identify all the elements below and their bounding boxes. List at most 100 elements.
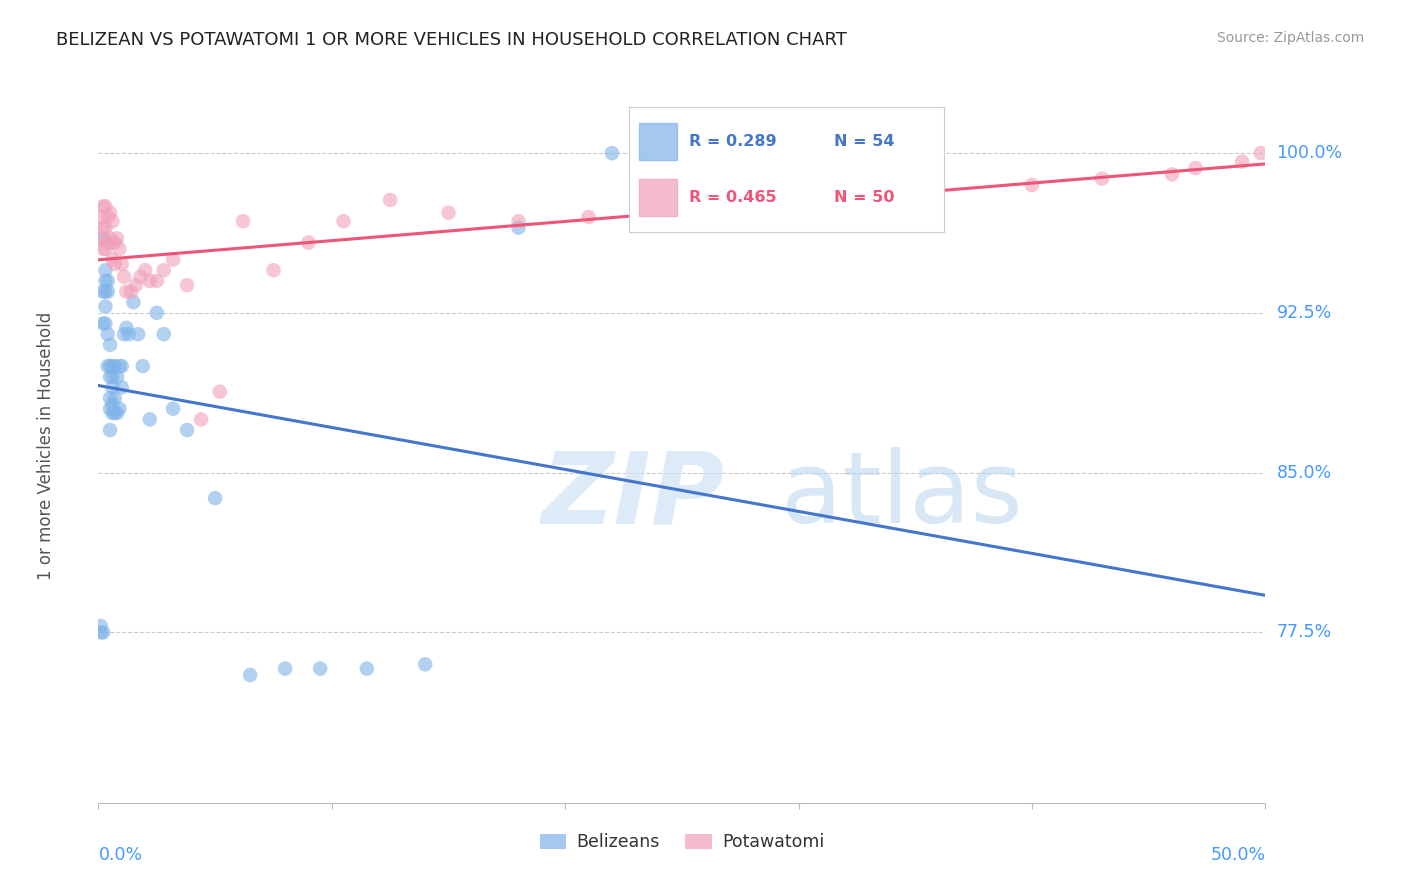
Text: Source: ZipAtlas.com: Source: ZipAtlas.com — [1216, 31, 1364, 45]
Point — [152, 263, 174, 277]
Point — [297, 235, 319, 250]
Point — [94, 242, 117, 256]
Point — [274, 662, 297, 676]
Point — [94, 274, 117, 288]
Point — [787, 193, 810, 207]
Point — [118, 327, 141, 342]
Text: 77.5%: 77.5% — [1277, 624, 1331, 641]
Point — [508, 214, 530, 228]
Point — [94, 317, 117, 331]
Point — [127, 327, 149, 342]
Point — [190, 412, 212, 426]
Point — [91, 199, 114, 213]
Text: atlas: atlas — [782, 448, 1022, 544]
Point — [204, 491, 226, 506]
Point — [90, 619, 112, 633]
Point — [97, 210, 120, 224]
Point — [101, 359, 124, 373]
Point — [101, 252, 124, 267]
Point — [108, 401, 131, 416]
Text: 50.0%: 50.0% — [1211, 846, 1265, 863]
Point — [122, 295, 145, 310]
Point — [111, 359, 134, 373]
Point — [104, 391, 127, 405]
Point — [437, 206, 460, 220]
Point — [94, 263, 117, 277]
Point — [262, 263, 284, 277]
Point — [1250, 146, 1272, 161]
Point — [578, 210, 600, 224]
Point — [98, 206, 121, 220]
Point — [380, 193, 402, 207]
Point — [139, 274, 162, 288]
Point — [125, 278, 148, 293]
Point — [508, 220, 530, 235]
Point — [112, 269, 135, 284]
Point — [309, 662, 332, 676]
Point — [91, 625, 114, 640]
Point — [111, 257, 134, 271]
Point — [91, 242, 114, 256]
Point — [176, 423, 198, 437]
Point — [208, 384, 231, 399]
Point — [98, 231, 121, 245]
Point — [162, 252, 184, 267]
Point — [671, 199, 693, 213]
Point — [139, 412, 162, 426]
Point — [146, 306, 169, 320]
Point — [146, 274, 169, 288]
Point — [1021, 178, 1043, 192]
Text: ZIP: ZIP — [541, 448, 725, 544]
Point — [101, 380, 124, 394]
Text: BELIZEAN VS POTAWATOMI 1 OR MORE VEHICLES IN HOUSEHOLD CORRELATION CHART: BELIZEAN VS POTAWATOMI 1 OR MORE VEHICLE… — [56, 31, 846, 49]
Point — [356, 662, 378, 676]
Point — [1230, 154, 1253, 169]
Text: 1 or more Vehicles in Household: 1 or more Vehicles in Household — [37, 312, 55, 580]
Point — [94, 300, 117, 314]
Point — [91, 231, 114, 245]
Point — [1091, 171, 1114, 186]
Point — [232, 214, 254, 228]
Point — [134, 263, 156, 277]
Point — [90, 210, 112, 224]
Point — [115, 285, 138, 299]
Point — [176, 278, 198, 293]
Point — [101, 406, 124, 420]
Point — [108, 242, 131, 256]
Point — [413, 657, 436, 672]
Point — [108, 359, 131, 373]
Point — [97, 285, 120, 299]
Point — [98, 423, 121, 437]
Point — [98, 338, 121, 352]
Point — [104, 257, 127, 271]
Text: 85.0%: 85.0% — [1277, 464, 1331, 482]
Point — [91, 220, 114, 235]
Point — [105, 406, 128, 420]
Point — [94, 199, 117, 213]
Legend: Belizeans, Potawatomi: Belizeans, Potawatomi — [533, 827, 831, 858]
Point — [94, 220, 117, 235]
Point — [101, 214, 124, 228]
Point — [104, 359, 127, 373]
Point — [98, 391, 121, 405]
Point — [94, 285, 117, 299]
Point — [101, 397, 124, 411]
Point — [98, 359, 121, 373]
Point — [111, 380, 134, 394]
Point — [600, 146, 623, 161]
Point — [101, 369, 124, 384]
Point — [97, 359, 120, 373]
Point — [98, 369, 121, 384]
Point — [101, 235, 124, 250]
Text: 100.0%: 100.0% — [1277, 145, 1343, 162]
Point — [104, 235, 127, 250]
Point — [132, 359, 155, 373]
Point — [1161, 168, 1184, 182]
Point — [90, 231, 112, 245]
Point — [91, 285, 114, 299]
Point — [97, 274, 120, 288]
Point — [332, 214, 354, 228]
Point — [152, 327, 174, 342]
Point — [97, 235, 120, 250]
Point — [239, 668, 262, 682]
